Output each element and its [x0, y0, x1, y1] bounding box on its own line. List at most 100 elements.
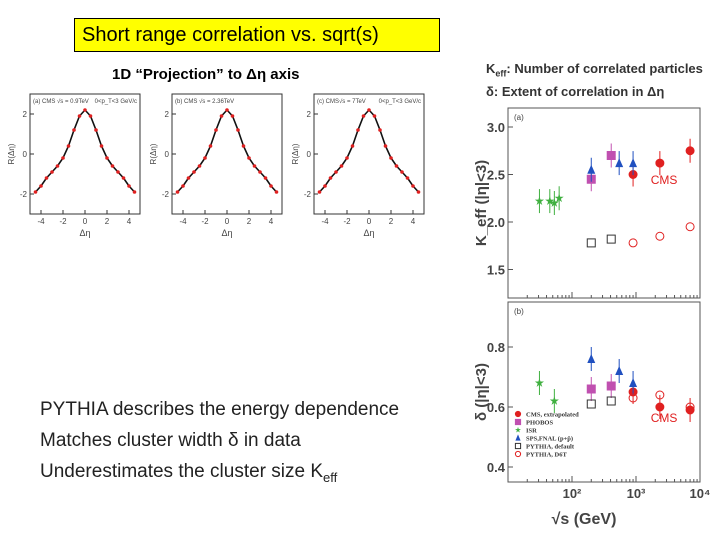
x-axis-label: Δη	[363, 228, 374, 238]
data-point	[66, 144, 71, 148]
panel-label: (a)	[514, 113, 524, 122]
x-tick-label: -4	[37, 217, 45, 226]
panel-label: (c) CMS√s = 7TeV	[317, 98, 366, 105]
y-axis-label: K_eff (|η|<3)	[473, 160, 490, 246]
keff-panel: (a) 3.0 2.5 2.0 1.5 K_eff (|η|<3) CMS	[473, 107, 701, 299]
data-point	[269, 184, 273, 188]
y-tick-label: 2.0	[487, 215, 505, 230]
panel-frame	[313, 93, 425, 215]
data-point	[230, 114, 235, 118]
data-point	[197, 164, 202, 168]
data-point	[534, 378, 544, 387]
data-point	[50, 170, 54, 174]
data-point	[586, 384, 596, 394]
data-point	[655, 402, 665, 412]
panel-cut-label: 0<p_T<3 GeV/c	[95, 99, 137, 105]
x-tick-label: 2	[247, 217, 252, 226]
data-point	[514, 410, 522, 418]
data-point	[44, 176, 49, 180]
x-tick-label: 2	[389, 217, 394, 226]
y-axis-label: δ (|η|<3)	[473, 363, 490, 421]
data-point	[615, 366, 624, 375]
data-point	[515, 426, 521, 433]
data-point	[416, 190, 421, 194]
x-tick-label: -4	[321, 217, 329, 226]
data-point	[615, 158, 624, 168]
data-point	[606, 151, 616, 160]
panel-frame	[29, 93, 141, 215]
x-tick-label: 2	[105, 217, 110, 226]
data-point	[587, 354, 596, 363]
data-point	[219, 114, 224, 118]
data-point	[405, 176, 410, 180]
data-point	[586, 399, 596, 409]
y-axis-label: R(Δη)	[149, 143, 158, 164]
bullet-item: Matches cluster width δ in data	[40, 430, 301, 451]
r-deta-panels: (a) CMS √s = 0.9TeV 0<p_T<3 GeV/c -4 -2 0 2 4 2…	[7, 93, 425, 238]
data-point	[361, 114, 366, 118]
data-point	[606, 381, 616, 391]
panel-label: (b)	[514, 307, 524, 316]
data-point	[33, 190, 38, 194]
bullet-item: PYTHIA describes the energy dependence	[40, 399, 400, 420]
data-point	[208, 144, 213, 148]
legend-entry: PYTHIA, D6T	[526, 452, 567, 459]
data-point	[203, 156, 207, 160]
data-point	[629, 158, 638, 168]
data-point	[549, 396, 559, 405]
data-point	[545, 196, 555, 205]
cms-annotation: CMS	[651, 173, 678, 187]
data-point	[628, 393, 638, 403]
fit-curve	[318, 108, 420, 193]
data-point	[514, 442, 522, 450]
delta-panel: (b) 0.8 0.6 0.4 δ (|η|<3) CMS 10² 10³ 10⁴ √s (GeV…	[473, 301, 710, 528]
data-point	[549, 198, 559, 207]
y-tick-label: 0	[23, 150, 28, 159]
data-point	[685, 402, 695, 412]
data-point	[263, 176, 268, 180]
panel-frame	[507, 107, 701, 299]
bullet-item: Underestimates the cluster size Keff	[40, 461, 338, 485]
slide-title: Short range correlation vs. sqrt(s)	[74, 18, 440, 52]
x-axis-label: √s (GeV)	[552, 511, 617, 528]
r-deta-panel-2: (b) CMS √s = 2.36TeV -4 -2 0 2 4 2 0 -2 Δη R(Δη)	[149, 93, 283, 238]
data-point	[383, 144, 388, 148]
data-point	[116, 170, 120, 174]
x-tick-label: -4	[179, 217, 187, 226]
data-point	[247, 156, 251, 160]
y-tick-label: 3.0	[487, 120, 505, 135]
data-point	[400, 170, 404, 174]
data-point	[685, 222, 695, 232]
y-tick-label: 2	[165, 110, 170, 119]
panel-label: (a) CMS √s = 0.9TeV	[33, 98, 89, 105]
legend-entry: PYTHIA, default	[526, 444, 575, 451]
data-point	[367, 108, 371, 112]
data-point	[514, 450, 522, 458]
data-point	[105, 156, 109, 160]
data-point	[328, 176, 333, 180]
data-point	[94, 128, 98, 132]
y-tick-label: -2	[304, 190, 312, 199]
data-point	[317, 190, 322, 194]
x-tick-label: -2	[343, 217, 351, 226]
x-tick-label: -2	[59, 217, 67, 226]
bullet-list: PYTHIA describes the energy dependence M…	[40, 394, 399, 493]
variable-definitions: Keff: Number of correlated particles δ: …	[486, 60, 703, 101]
data-point	[334, 170, 338, 174]
data-point	[515, 434, 521, 441]
data-point	[241, 144, 246, 148]
energy-dependence-plots: (a) 3.0 2.5 2.0 1.5 K_eff (|η|<3) CMS (b) 0.8 0.6…	[473, 107, 710, 528]
data-point	[655, 158, 665, 168]
data-point	[372, 114, 377, 118]
r-deta-panel-1: (a) CMS √s = 0.9TeV 0<p_T<3 GeV/c -4 -2 0 2 4 2…	[7, 93, 141, 238]
data-point	[378, 128, 382, 132]
y-tick-label: 0.4	[487, 460, 506, 475]
y-tick-label: 0.8	[487, 340, 505, 355]
data-point	[110, 164, 115, 168]
legend-entry: ISR	[526, 428, 537, 435]
data-point	[83, 108, 87, 112]
data-point	[61, 156, 65, 160]
data-point	[534, 196, 544, 205]
data-point	[39, 184, 43, 188]
